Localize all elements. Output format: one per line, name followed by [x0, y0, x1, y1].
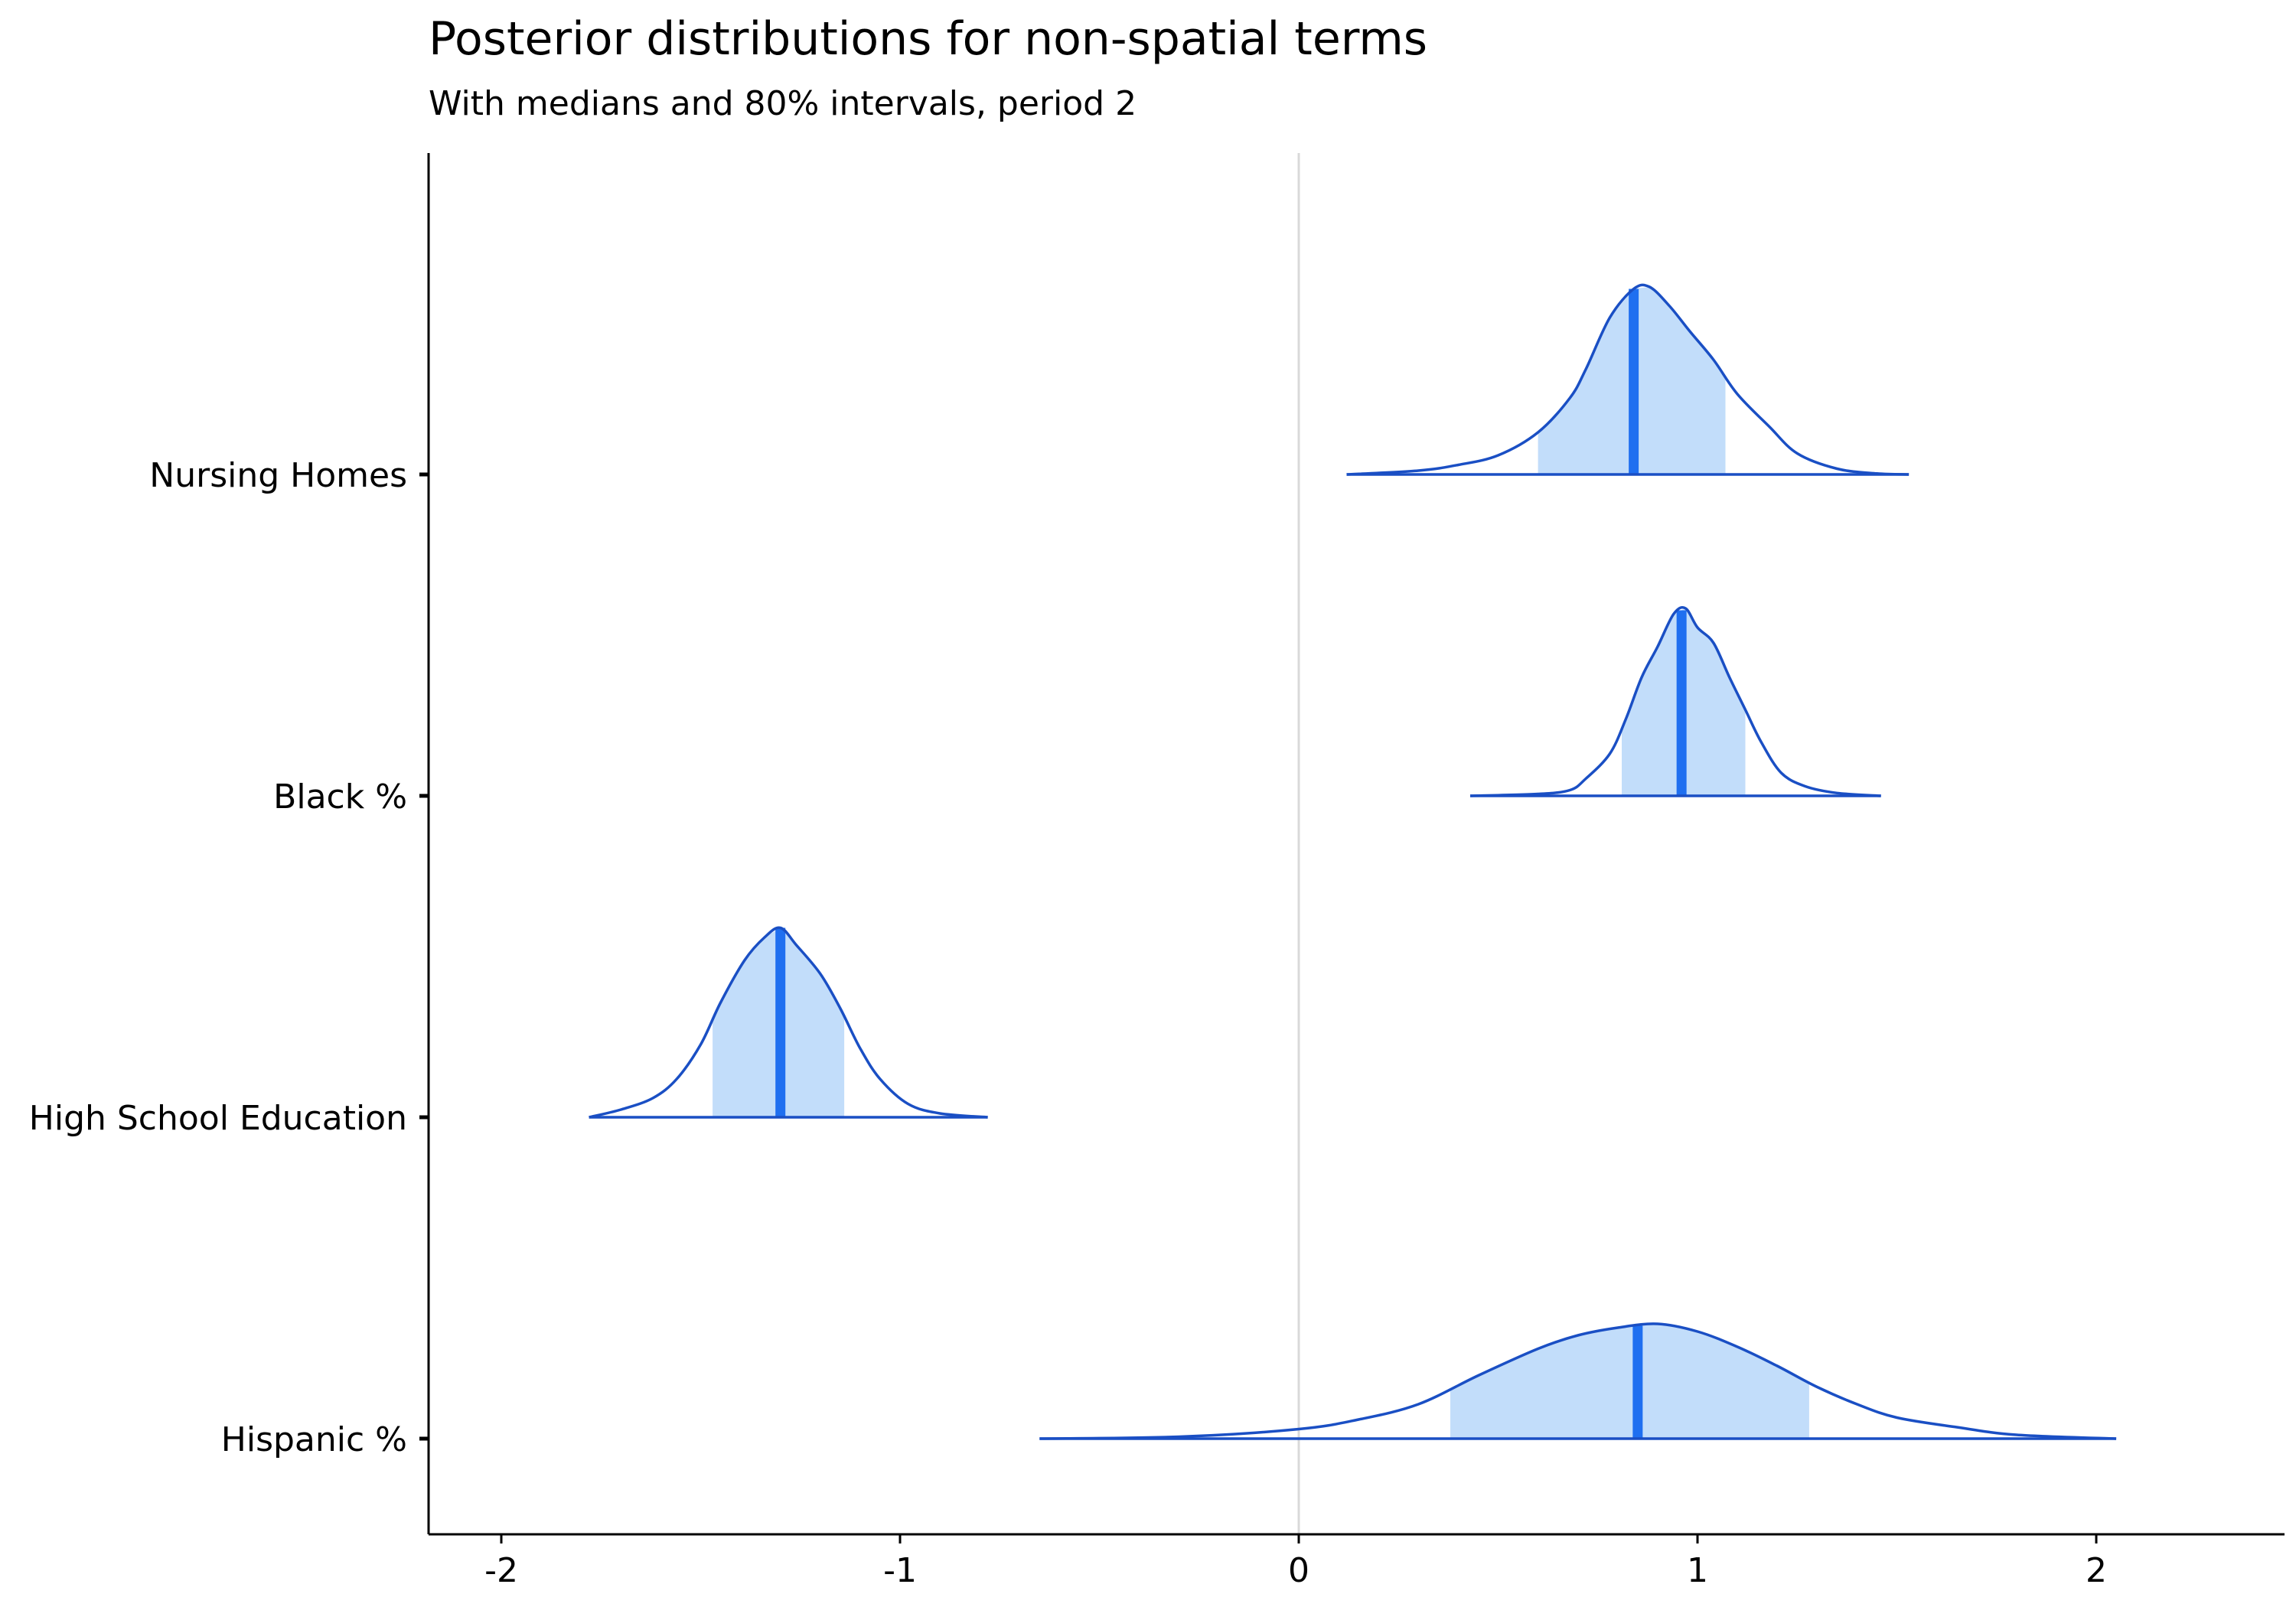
x-tick-label: -1 — [883, 1551, 917, 1590]
chart-title: Posterior distributions for non-spatial … — [429, 12, 1428, 66]
density-curve — [1039, 1322, 2117, 1440]
density-curve — [1346, 283, 1910, 476]
ridge-high-school-education — [589, 926, 988, 1119]
ridge-nursing-homes — [1346, 283, 1910, 476]
axes-layer: Nursing Homes Black % High School Educatio… — [29, 153, 2285, 1590]
x-tick-label: 2 — [2086, 1551, 2107, 1590]
y-tick-label: High School Education — [29, 1099, 407, 1138]
density-curve — [1469, 606, 1881, 797]
x-tick-label: -2 — [484, 1551, 518, 1590]
y-tick-label: Hispanic % — [221, 1420, 407, 1459]
y-tick-label: Black % — [273, 777, 407, 817]
x-tick-label: 1 — [1687, 1551, 1708, 1590]
density-curve — [589, 926, 988, 1119]
ridges-layer — [589, 283, 2117, 1440]
ridge-black — [1469, 606, 1881, 797]
chart-subtitle: With medians and 80% intervals, period 2 — [429, 84, 1137, 123]
x-tick-label: 0 — [1288, 1551, 1309, 1590]
interval-80-fill — [1450, 1324, 1809, 1439]
ridge-hispanic — [1039, 1322, 2117, 1440]
y-tick-label: Nursing Homes — [149, 456, 407, 495]
